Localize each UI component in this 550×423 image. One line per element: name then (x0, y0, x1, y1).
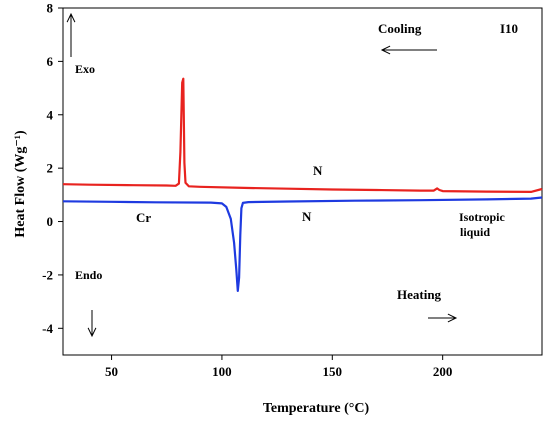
endo-label: Endo (75, 268, 102, 282)
y-axis-ticks: -4 -2 0 2 4 6 8 (42, 1, 63, 336)
plot-border (62, 7, 543, 356)
nematic-heating-label: N (302, 209, 312, 224)
crystal-label: Cr (136, 210, 151, 225)
x-tick-label: 100 (212, 364, 232, 379)
heating-label: Heating (397, 287, 442, 302)
nematic-cooling-label: N (313, 163, 323, 178)
liquid-label: liquid (460, 225, 490, 239)
y-tick-label: 2 (47, 161, 54, 176)
plot-frame (62, 7, 543, 356)
endo-arrow-icon (87, 310, 97, 338)
exo-arrow-icon (66, 12, 76, 57)
series-lines (62, 77, 543, 292)
heating-arrow-icon (428, 313, 458, 323)
y-tick-label: 0 (47, 214, 54, 229)
x-tick-label: 50 (105, 364, 118, 379)
y-tick-label: 8 (47, 1, 54, 16)
x-axis-label: Temperature (°C) (263, 401, 370, 416)
sample-label: I10 (500, 21, 518, 36)
y-tick-label: -4 (42, 321, 53, 336)
y-tick-label: -2 (42, 267, 53, 282)
y-tick-label: 4 (47, 107, 54, 122)
exo-label: Exo (75, 62, 95, 76)
isotropic-label: Isotropic (459, 210, 505, 224)
cooling-curve (62, 77, 543, 193)
y-axis-label: Heat Flow (Wg⁻¹) (13, 130, 28, 238)
x-tick-label: 200 (433, 364, 453, 379)
y-tick-label: 6 (47, 54, 54, 69)
annotation-arrows (66, 12, 458, 338)
x-tick-label: 150 (323, 364, 343, 379)
x-axis-ticks: 50 100 150 200 (105, 355, 452, 379)
cooling-label: Cooling (378, 21, 422, 36)
heating-curve (62, 196, 543, 292)
cooling-arrow-icon (380, 45, 437, 55)
